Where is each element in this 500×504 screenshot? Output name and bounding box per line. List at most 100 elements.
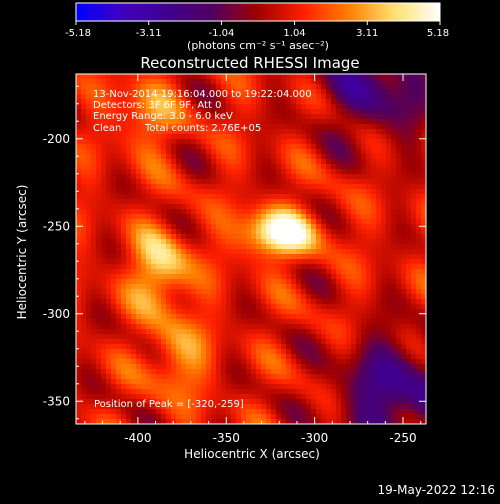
heatmap-cell bbox=[316, 129, 322, 135]
heatmap-cell bbox=[306, 349, 312, 355]
heatmap-cell bbox=[236, 129, 242, 135]
heatmap-cell bbox=[236, 364, 242, 370]
heatmap-cell bbox=[211, 319, 217, 325]
heatmap-cell bbox=[236, 354, 242, 360]
heatmap-cell bbox=[191, 174, 197, 180]
heatmap-cell bbox=[306, 124, 312, 130]
heatmap-cell bbox=[151, 254, 157, 260]
heatmap-cell bbox=[401, 329, 407, 335]
heatmap-cell bbox=[411, 169, 417, 175]
heatmap-cell bbox=[161, 179, 167, 185]
heatmap-cell bbox=[176, 409, 182, 415]
heatmap-cell bbox=[81, 404, 87, 410]
heatmap-cell bbox=[281, 344, 287, 350]
heatmap-cell bbox=[316, 409, 322, 415]
heatmap-cell bbox=[396, 254, 402, 260]
heatmap-cell bbox=[306, 364, 312, 370]
heatmap-cell bbox=[371, 164, 377, 170]
heatmap-cell bbox=[281, 329, 287, 335]
heatmap-cell bbox=[241, 124, 247, 130]
heatmap-cell bbox=[231, 344, 237, 350]
heatmap-cell bbox=[156, 264, 162, 270]
heatmap-cell bbox=[191, 359, 197, 365]
heatmap-cell bbox=[201, 254, 207, 260]
heatmap-cell bbox=[231, 264, 237, 270]
heatmap-cell bbox=[206, 154, 212, 160]
heatmap-cell bbox=[326, 384, 332, 390]
heatmap-cell bbox=[316, 289, 322, 295]
heatmap-cell bbox=[236, 124, 242, 130]
heatmap-cell bbox=[306, 414, 312, 420]
heatmap-cell bbox=[316, 214, 322, 220]
heatmap-cell bbox=[101, 254, 107, 260]
heatmap-cell bbox=[341, 174, 347, 180]
heatmap-cell bbox=[156, 214, 162, 220]
heatmap-cell bbox=[286, 404, 292, 410]
heatmap-cell bbox=[396, 329, 402, 335]
heatmap-cell bbox=[86, 369, 92, 375]
heatmap-cell bbox=[206, 249, 212, 255]
heatmap-cell bbox=[181, 364, 187, 370]
heatmap-cell bbox=[121, 284, 127, 290]
heatmap-cell bbox=[266, 199, 272, 205]
heatmap-cell bbox=[286, 179, 292, 185]
heatmap-cell bbox=[356, 269, 362, 275]
heatmap-cell bbox=[381, 234, 387, 240]
heatmap-cell bbox=[261, 214, 267, 220]
heatmap-cell bbox=[411, 134, 417, 140]
heatmap-cell bbox=[226, 379, 232, 385]
heatmap-cell bbox=[136, 244, 142, 250]
heatmap-cell bbox=[116, 219, 122, 225]
heatmap-cell bbox=[81, 234, 87, 240]
heatmap-cell bbox=[396, 389, 402, 395]
heatmap-cell bbox=[336, 94, 342, 100]
heatmap-cell bbox=[351, 74, 357, 80]
heatmap-cell bbox=[386, 249, 392, 255]
heatmap-cell bbox=[386, 379, 392, 385]
heatmap-cell bbox=[81, 239, 87, 245]
heatmap-cell bbox=[111, 409, 117, 415]
heatmap-cell bbox=[81, 249, 87, 255]
heatmap-cell bbox=[421, 189, 426, 195]
heatmap-cell bbox=[276, 144, 282, 150]
heatmap-cell bbox=[96, 159, 102, 165]
heatmap-cell bbox=[271, 304, 277, 310]
heatmap-cell bbox=[126, 354, 132, 360]
heatmap-cell bbox=[136, 389, 142, 395]
heatmap-cell bbox=[281, 234, 287, 240]
heatmap-cell bbox=[346, 104, 352, 110]
heatmap-cell bbox=[406, 364, 412, 370]
heatmap-cell bbox=[396, 244, 402, 250]
heatmap-cell bbox=[121, 389, 127, 395]
heatmap-cell bbox=[416, 174, 422, 180]
heatmap-cell bbox=[196, 199, 202, 205]
heatmap-cell bbox=[236, 154, 242, 160]
heatmap-cell bbox=[416, 219, 422, 225]
heatmap-cell bbox=[421, 239, 426, 245]
heatmap-cell bbox=[236, 394, 242, 400]
heatmap-cell bbox=[161, 344, 167, 350]
heatmap-cell bbox=[256, 399, 262, 405]
heatmap-cell bbox=[321, 179, 327, 185]
heatmap-cell bbox=[341, 304, 347, 310]
heatmap-cell bbox=[91, 189, 97, 195]
heatmap-cell bbox=[396, 224, 402, 230]
heatmap-cell bbox=[176, 354, 182, 360]
heatmap-cell bbox=[176, 284, 182, 290]
heatmap-cell bbox=[301, 259, 307, 265]
heatmap-cell bbox=[211, 404, 217, 410]
heatmap-cell bbox=[286, 354, 292, 360]
heatmap-cell bbox=[76, 209, 82, 215]
heatmap-cell bbox=[241, 264, 247, 270]
heatmap-cell bbox=[126, 399, 132, 405]
heatmap-cell bbox=[261, 334, 267, 340]
heatmap-cell bbox=[81, 284, 87, 290]
heatmap-cell bbox=[351, 399, 357, 405]
heatmap-cell bbox=[331, 289, 337, 295]
heatmap-cell bbox=[336, 214, 342, 220]
heatmap-cell bbox=[251, 419, 257, 424]
heatmap-cell bbox=[336, 354, 342, 360]
heatmap-cell bbox=[246, 274, 252, 280]
heatmap-cell bbox=[291, 204, 297, 210]
heatmap-cell bbox=[151, 119, 157, 125]
